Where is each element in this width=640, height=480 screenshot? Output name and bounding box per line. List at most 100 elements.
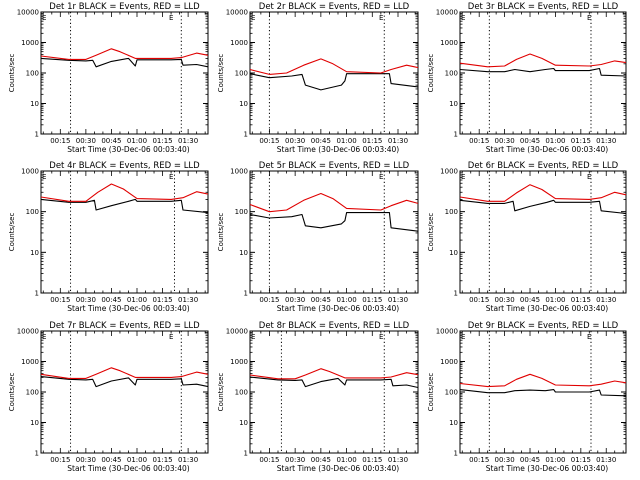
detector-panel-8: Det 8r BLACK = Events, RED = LLD 1 10 100 10…: [217, 321, 419, 473]
corner-mark-right: E: [379, 333, 383, 341]
plot-frame: [249, 330, 419, 454]
y-tick-label: 100: [445, 208, 458, 216]
y-tick-label: 100: [235, 389, 248, 397]
series-line-lld: [459, 184, 627, 202]
y-tick-label: 1: [35, 131, 39, 139]
series-line-lld: [249, 192, 419, 213]
y-tick-label: 1: [35, 450, 39, 458]
y-tick-label: 100: [26, 70, 39, 78]
series-line-lld: [40, 183, 209, 202]
y-tick-label: 100: [26, 208, 39, 216]
x-tick-label: 00:15: [469, 296, 489, 304]
x-tick-label: 01:30: [178, 137, 198, 145]
x-tick-label: 00:45: [311, 137, 331, 145]
x-tick-label: 00:30: [76, 296, 96, 304]
y-tick-label: 1: [244, 450, 248, 458]
y-tick-label: 10: [30, 419, 39, 427]
x-tick-label: 01:30: [388, 296, 408, 304]
series-line-events: [459, 389, 627, 397]
series-line-lld: [249, 368, 419, 380]
x-tick-label: 00:45: [311, 456, 331, 464]
y-tick-label: 1000: [21, 39, 39, 47]
y-tick-label: 100: [26, 389, 39, 397]
x-tick-label: 00:15: [259, 296, 279, 304]
y-tick-label: 1000: [21, 358, 39, 366]
y-tick-label: 10: [30, 100, 39, 108]
y-tick-label: 10: [449, 419, 458, 427]
series-line-events: [249, 376, 419, 389]
x-tick-label: 01:30: [596, 137, 616, 145]
detector-panel-7: Det 7r BLACK = Events, RED = LLD 1 10 100 10…: [8, 321, 209, 473]
panel-title: Det 8r BLACK = Events, RED = LLD: [259, 321, 410, 331]
x-axis-title: Start Time (30-Dec-06 00:03:40): [67, 464, 189, 473]
plot-frame: [40, 170, 209, 294]
corner-mark-right: E: [379, 173, 383, 181]
y-axis-title: Counts/sec: [8, 54, 16, 93]
y-tick-label: 10: [449, 249, 458, 257]
x-axis-title: Start Time (30-Dec-06 00:03:40): [277, 464, 399, 473]
y-tick-label: 100: [445, 389, 458, 397]
detector-panel-2: Det 2r BLACK = Events, RED = LLD 1 10 100 10…: [217, 2, 419, 154]
y-tick-label: 100: [235, 70, 248, 78]
corner-mark-left: E: [42, 333, 46, 341]
x-tick-label: 01:00: [127, 456, 147, 464]
corner-mark-right: E: [169, 333, 173, 341]
detector-panel-6: Det 6r BLACK = Events, RED = LLD 1 10 100 10…: [427, 161, 627, 313]
x-tick-label: 00:30: [495, 137, 515, 145]
plot-frame: [459, 170, 627, 294]
corner-mark-left: E: [461, 333, 465, 341]
y-tick-label: 1000: [440, 168, 458, 176]
x-tick-label: 01:15: [362, 137, 382, 145]
x-tick-label: 01:30: [596, 456, 616, 464]
x-tick-label: 00:45: [520, 456, 540, 464]
panel-title: Det 5r BLACK = Events, RED = LLD: [259, 161, 410, 171]
x-axis-title: Start Time (30-Dec-06 00:03:40): [277, 304, 399, 313]
y-tick-label: 1000: [21, 168, 39, 176]
x-tick-label: 01:30: [178, 456, 198, 464]
x-tick-label: 01:00: [545, 296, 565, 304]
x-tick-label: 01:15: [571, 296, 591, 304]
y-tick-label: 1: [35, 290, 39, 298]
corner-mark-right: E: [379, 14, 383, 22]
x-tick-label: 01:00: [545, 456, 565, 464]
y-axis-title: Counts/sec: [217, 373, 225, 412]
x-tick-label: 00:45: [520, 296, 540, 304]
panel-title: Det 9r BLACK = Events, RED = LLD: [468, 321, 619, 331]
corner-mark-right: E: [169, 173, 173, 181]
plot-frame: [40, 330, 209, 454]
x-tick-label: 01:15: [152, 296, 172, 304]
x-tick-label: 00:15: [259, 137, 279, 145]
x-tick-label: 00:30: [285, 296, 305, 304]
x-tick-label: 00:15: [469, 137, 489, 145]
plot-frame: [249, 11, 419, 135]
y-tick-label: 1: [454, 450, 458, 458]
panel-title: Det 4r BLACK = Events, RED = LLD: [49, 161, 200, 171]
x-tick-label: 00:30: [76, 456, 96, 464]
corner-mark-right: E: [587, 333, 591, 341]
x-tick-label: 00:15: [50, 296, 70, 304]
series-line-events: [249, 73, 419, 91]
x-tick-label: 01:15: [571, 456, 591, 464]
series-line-events: [459, 67, 627, 77]
panel-title: Det 3r BLACK = Events, RED = LLD: [468, 2, 619, 12]
x-tick-label: 00:45: [520, 137, 540, 145]
series-line-events: [249, 212, 419, 232]
x-tick-label: 01:00: [336, 137, 356, 145]
y-axis-title: Counts/sec: [427, 373, 435, 412]
y-axis-title: Counts/sec: [8, 213, 16, 252]
x-tick-label: 00:30: [495, 296, 515, 304]
x-tick-label: 00:15: [259, 456, 279, 464]
x-tick-label: 00:45: [101, 456, 121, 464]
x-tick-label: 01:00: [545, 137, 565, 145]
series-line-lld: [249, 58, 419, 75]
x-tick-label: 01:00: [336, 456, 356, 464]
x-tick-label: 01:00: [127, 296, 147, 304]
detector-panel-5: Det 5r BLACK = Events, RED = LLD 1 10 100 10…: [217, 161, 419, 313]
y-tick-label: 10000: [226, 9, 248, 17]
x-tick-label: 01:15: [362, 296, 382, 304]
corner-mark-left: E: [251, 333, 255, 341]
x-tick-label: 01:15: [571, 137, 591, 145]
y-tick-label: 1: [244, 131, 248, 139]
y-tick-label: 10: [239, 419, 248, 427]
